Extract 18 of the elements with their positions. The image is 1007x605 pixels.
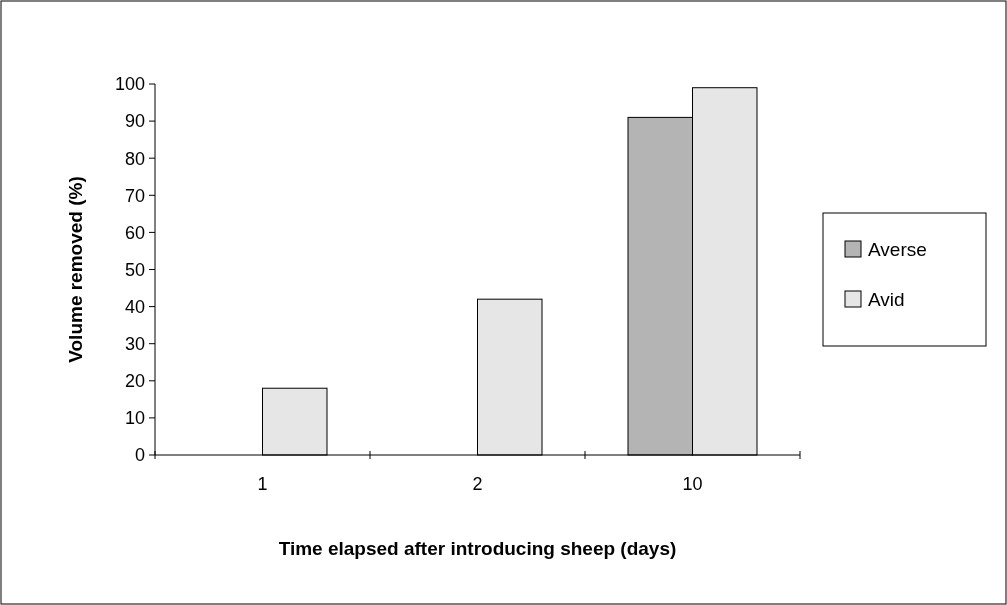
y-tick-label: 0 bbox=[134, 445, 145, 466]
legend-label: Avid bbox=[868, 288, 905, 310]
x-tick-label: 10 bbox=[682, 474, 703, 494]
y-tick-label: 20 bbox=[124, 371, 145, 392]
y-tick-label: 10 bbox=[124, 408, 145, 429]
x-tick-label: 1 bbox=[257, 474, 268, 494]
y-tick-label: 50 bbox=[124, 259, 145, 280]
y-axis-title: Volume removed (%) bbox=[65, 176, 86, 363]
y-tick-label: 70 bbox=[124, 185, 145, 206]
y-tick-label: 80 bbox=[124, 148, 145, 169]
y-tick-label: 90 bbox=[124, 111, 145, 132]
y-tick-label: 30 bbox=[124, 334, 145, 354]
y-tick-label: 60 bbox=[124, 222, 145, 243]
legend-label: Averse bbox=[868, 238, 927, 260]
y-tick-label: 40 bbox=[124, 296, 145, 317]
x-tick-label: 2 bbox=[472, 474, 483, 494]
x-axis-title: Time elapsed after introducing sheep (days) bbox=[278, 538, 677, 559]
y-tick-label: 100 bbox=[114, 74, 145, 95]
